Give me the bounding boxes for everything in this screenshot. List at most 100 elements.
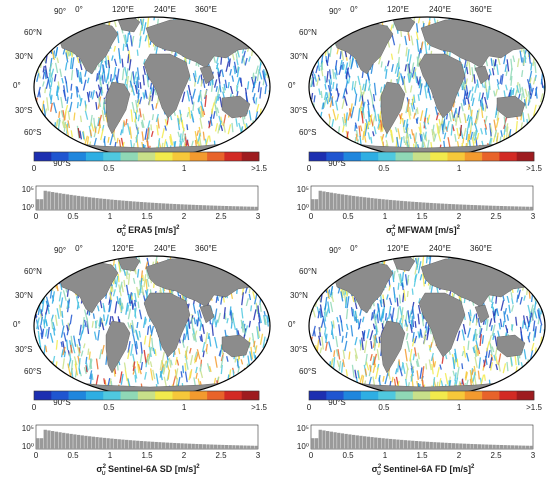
track-segment — [98, 316, 102, 327]
track-segment — [168, 357, 172, 368]
histogram-bar — [481, 205, 485, 210]
track-segment — [248, 110, 252, 121]
track-segment — [135, 76, 139, 87]
track-segment — [251, 132, 255, 144]
track-segment — [107, 377, 111, 387]
histogram-bar — [202, 444, 206, 449]
histogram-bar — [485, 444, 489, 449]
track-segment — [194, 130, 198, 144]
histogram-bar — [496, 444, 500, 449]
track-segment — [52, 321, 56, 331]
track-segment — [97, 329, 100, 341]
histogram-bar — [477, 444, 481, 449]
track-segment — [336, 88, 340, 97]
track-segment — [71, 57, 75, 70]
track-segment — [323, 271, 326, 280]
track-segment — [428, 256, 432, 266]
track-segment — [412, 68, 417, 80]
histogram-bar — [147, 202, 151, 210]
track-segment — [512, 88, 515, 96]
lat-bottom-label: 90°S — [53, 159, 70, 168]
track-segment — [310, 348, 315, 360]
track-segment — [134, 329, 139, 340]
track-segment — [207, 333, 210, 340]
track-segment — [148, 91, 152, 100]
track-segment — [503, 311, 506, 323]
track-segment — [44, 87, 47, 94]
track-segment — [253, 81, 256, 88]
track-segment — [493, 119, 497, 132]
track-segment — [95, 73, 99, 82]
track-segment — [503, 116, 506, 126]
track-segment — [130, 109, 134, 122]
track-segment — [253, 362, 257, 368]
panel-title: σ2 U Sentinel-6A FD [m/s]2 — [372, 464, 475, 477]
track-segment — [84, 104, 88, 112]
track-segment — [471, 314, 476, 323]
colorbar-tick-label: >1.5 — [526, 403, 542, 412]
track-segment — [247, 258, 250, 269]
track-segment — [315, 258, 319, 267]
track-segment — [268, 299, 270, 311]
track-segment — [530, 139, 534, 146]
track-segment — [324, 333, 327, 340]
track-segment — [254, 141, 258, 151]
track-segment — [406, 98, 410, 113]
track-segment — [483, 374, 486, 381]
track-segment — [166, 358, 169, 368]
track-segment — [335, 256, 339, 269]
track-segment — [67, 363, 71, 376]
track-segment — [506, 361, 509, 372]
track-segment — [506, 295, 510, 304]
track-segment — [106, 17, 109, 21]
track-segment — [215, 55, 220, 64]
track-segment — [58, 304, 62, 317]
track-segment — [236, 77, 241, 86]
track-segment — [421, 318, 425, 327]
histogram-y-tick: 10⁵ — [22, 185, 34, 194]
track-segment — [134, 299, 137, 307]
track-segment — [532, 104, 537, 117]
track-segment — [199, 91, 203, 101]
track-segment — [56, 308, 60, 320]
track-segment — [58, 111, 61, 118]
track-segment — [251, 263, 256, 274]
track-segment — [67, 110, 71, 120]
track-segment — [139, 108, 142, 118]
track-segment — [541, 369, 545, 379]
track-segment — [104, 60, 108, 69]
track-segment — [216, 384, 219, 392]
track-segment — [248, 320, 251, 328]
track-segment — [136, 321, 139, 329]
track-segment — [372, 335, 377, 347]
track-segment — [268, 301, 270, 315]
track-segment — [321, 31, 326, 44]
track-segment — [496, 83, 500, 90]
track-segment — [60, 375, 64, 387]
track-segment — [257, 358, 260, 364]
track-segment — [523, 295, 526, 301]
track-segment — [354, 369, 358, 379]
colorbar-segment — [207, 391, 225, 400]
histogram-bar — [236, 206, 240, 210]
track-segment — [161, 127, 165, 139]
histogram-bar — [407, 201, 411, 210]
histogram-bar — [195, 443, 199, 449]
track-segment — [417, 304, 421, 315]
track-segment — [461, 350, 465, 357]
track-segment — [146, 356, 150, 365]
histogram-bar — [36, 438, 40, 449]
track-segment — [35, 317, 40, 330]
track-segment — [537, 309, 540, 319]
track-segment — [145, 359, 148, 368]
track-segment — [423, 121, 427, 130]
track-segment — [335, 83, 338, 91]
track-segment — [42, 104, 47, 117]
histogram-bar — [210, 205, 214, 210]
track-segment — [264, 28, 268, 36]
track-segment — [220, 124, 224, 132]
track-segment — [465, 17, 469, 18]
track-segment — [79, 330, 84, 341]
track-segment — [361, 101, 366, 114]
track-segment — [69, 353, 72, 361]
